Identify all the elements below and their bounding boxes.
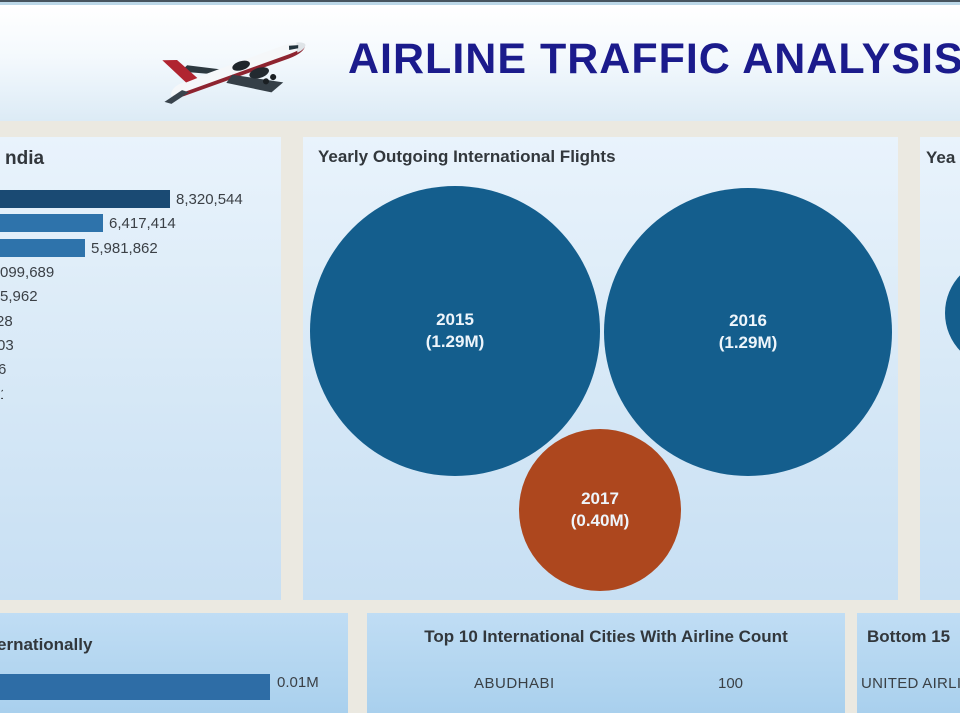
bubble-cropped[interactable] (945, 258, 960, 368)
bar[interactable] (0, 214, 103, 232)
bar-row[interactable]: 28 (0, 312, 13, 330)
bar[interactable] (0, 239, 85, 257)
bar-value-label: 5,981,862 (91, 239, 158, 257)
bar-value-label: 6,417,414 (109, 214, 176, 232)
bar-row[interactable]: 5,962 (0, 287, 38, 305)
bar-value-label: 6 (0, 360, 7, 378)
bubble-year-label: 2016 (729, 311, 767, 330)
bubble-value-label: (1.29M) (718, 333, 778, 352)
bar-value-label: 099,689 (0, 263, 55, 281)
bar-value-label: 03 (0, 336, 14, 354)
window-top-border (0, 0, 960, 2)
panel-top-cities: Top 10 International Cities With Airline… (367, 613, 845, 713)
bar-row[interactable]: 099,689 (0, 263, 54, 281)
international-bar-title: ernationally (0, 635, 93, 654)
panel-right-cropped: Yea (920, 137, 960, 600)
bar-value-label: 8,320,544 (176, 190, 243, 208)
bubble-value-label: (0.40M) (570, 511, 630, 530)
bubble-2017[interactable]: 2017 (0.40M) (519, 429, 681, 591)
bar-value-label: 1 (0, 386, 3, 403)
bar-row[interactable]: 6 (0, 360, 6, 378)
airline-cell[interactable]: UNITED AIRLIN (861, 675, 960, 692)
city-cell: ABUDHABI (474, 675, 555, 692)
bar-row[interactable]: 5,981,862 (0, 239, 158, 257)
bar-row[interactable]: 8,320,544 (0, 190, 243, 208)
airplane-image (162, 42, 306, 104)
bubble-year-label: 2015 (436, 310, 474, 329)
bottom-airlines-title: Bottom 15 (867, 627, 951, 646)
bar[interactable] (0, 674, 270, 700)
bar-row[interactable]: 1 (0, 385, 3, 403)
panel-bottom-airlines: Bottom 15 UNITED AIRLIN (857, 613, 960, 713)
bubble-chart-title: Yearly Outgoing International Flights (318, 147, 616, 166)
bubble-2016[interactable]: 2016 (1.29M) (604, 188, 892, 476)
right-panel-title: Yea (926, 148, 956, 167)
bar-value-label: 0.01M (277, 674, 319, 691)
bar[interactable] (0, 190, 170, 208)
bubble-value-label: (1.29M) (425, 332, 485, 351)
bar-row[interactable]: 03 (0, 336, 14, 354)
window-top-strip (0, 2, 960, 5)
bar-row[interactable]: 6,417,414 (0, 214, 176, 232)
bar-value-label: 28 (0, 312, 13, 330)
bar-value-label: 5,962 (0, 287, 38, 305)
top-cities-title: Top 10 International Cities With Airline… (424, 627, 788, 646)
page-title: AIRLINE TRAFFIC ANALYSIS (348, 35, 960, 83)
airlines-bar-chart-title: ndia (5, 148, 45, 169)
dashboard-header: AIRLINE TRAFFIC ANALYSIS (0, 5, 960, 121)
count-cell: 100 (718, 675, 744, 692)
panel-international-bar: ernationally 0.01M (0, 613, 348, 713)
bubble-year-label: 2017 (581, 489, 619, 508)
panel-airlines-bar-chart: ndia 8,320,544 6,417,414 5,981,862 099,6… (0, 137, 281, 600)
panel-yearly-bubbles: Yearly Outgoing International Flights 20… (303, 137, 898, 600)
bubble-2015[interactable]: 2015 (1.29M) (310, 186, 600, 476)
